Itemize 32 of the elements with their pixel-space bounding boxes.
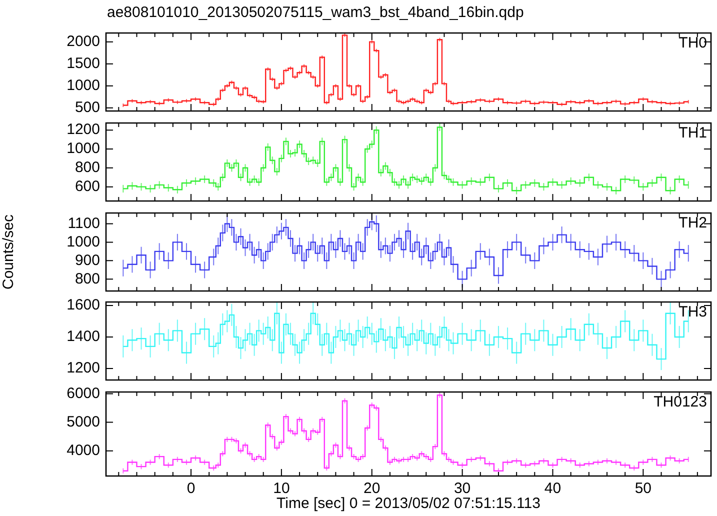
annotation: TH0123 [654,394,707,411]
y-tick-label: 800 [74,270,100,287]
x-tick-label: 10 [273,480,290,498]
y-tick-label: 800 [74,158,100,176]
annotation: TH0 [678,34,707,52]
x-tick-label: 20 [364,480,380,498]
x-tick-label: 40 [544,480,562,498]
y-axis-title: Counts/sec [0,214,18,290]
y-tick-label: 1200 [66,121,100,138]
y-tick-label: 1000 [66,140,100,157]
y-tick-label: 1000 [66,77,100,94]
y-tick-label: 1000 [66,232,100,250]
x-axis-title: Time [sec] 0 = 2013/05/02 07:51:15.113 [276,495,540,512]
x-tick-label: 50 [634,480,652,498]
annotation: TH2 [678,214,707,232]
y-tick-label: 1100 [68,214,100,232]
y-tick-label: 6000 [66,385,100,402]
y-tick-label: 1400 [66,328,100,346]
y-tick-label: 4000 [66,442,100,460]
y-tick-label: 2000 [66,32,100,50]
y-tick-label: 1600 [66,297,100,314]
y-tick-label: 5000 [66,414,100,431]
annotation: TH1 [678,124,707,142]
y-tick-label: 900 [74,251,100,268]
annotation: TH3 [678,304,707,322]
y-tick-label: 1500 [66,54,100,72]
chart-title: ae808101010_20130502075115_wam3_bst_4band_16bin.qdp [107,4,524,21]
y-tick-label: 500 [74,99,100,116]
x-tick-label: 30 [454,480,471,498]
y-tick-label: 600 [74,178,100,195]
y-tick-label: 1200 [66,360,100,378]
x-tick-label: 0 [186,480,196,498]
